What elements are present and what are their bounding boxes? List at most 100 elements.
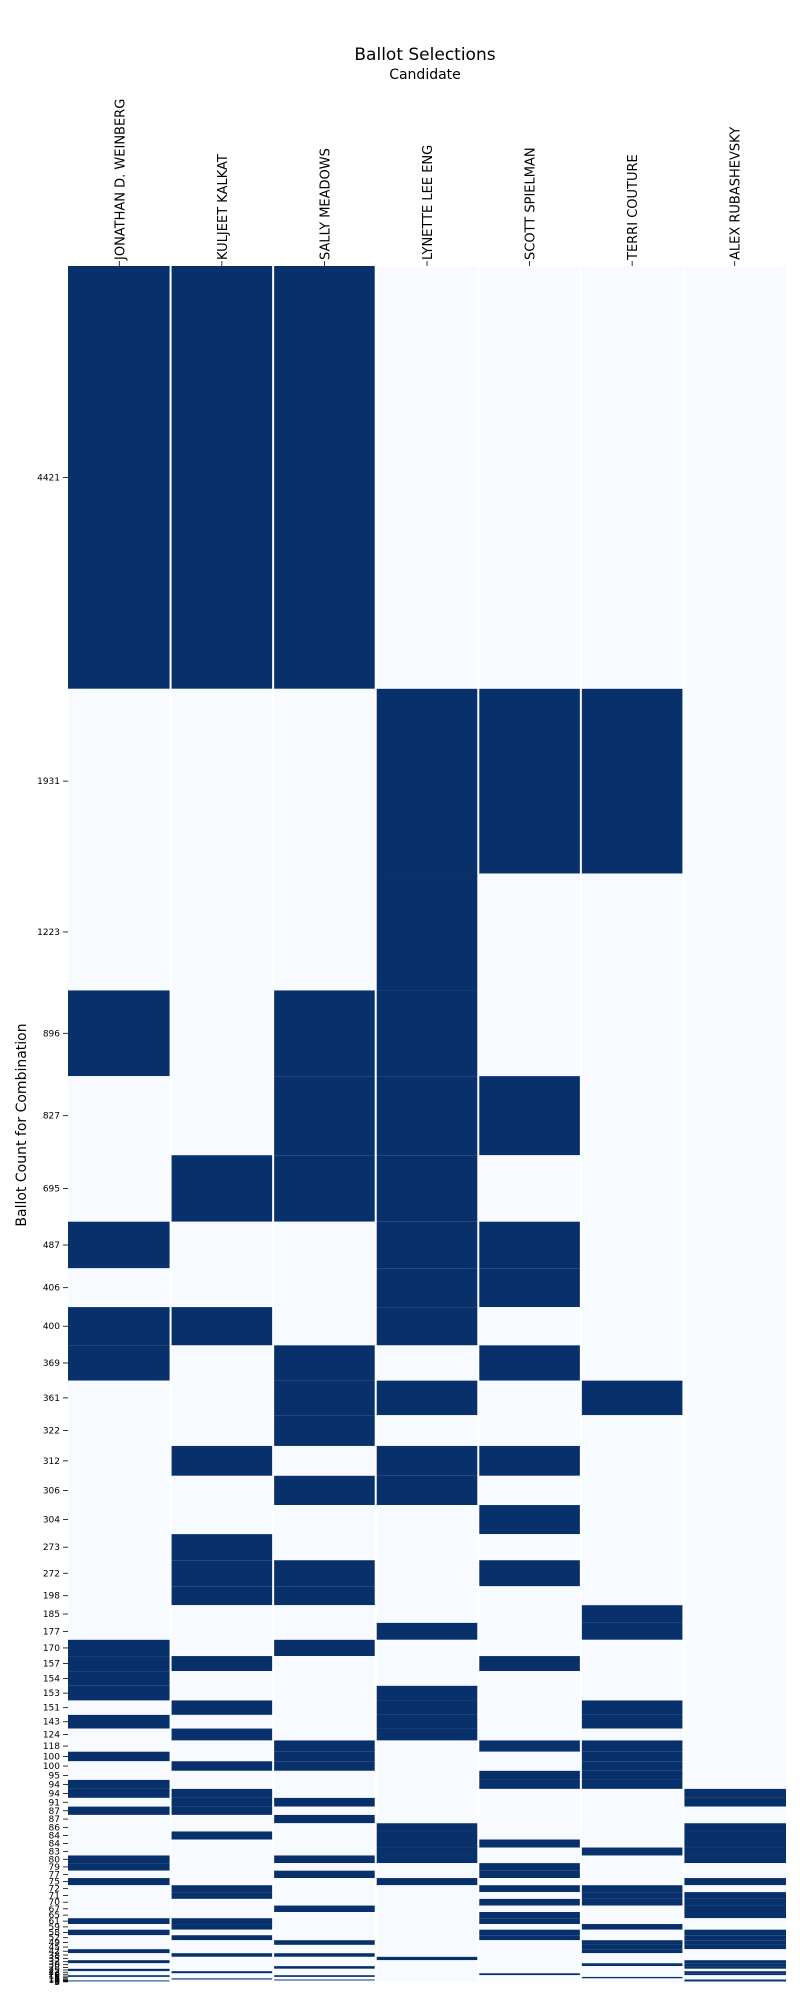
heatmap-cell bbox=[273, 1918, 376, 1925]
heatmap-cell bbox=[273, 1847, 376, 1856]
heatmap-cell bbox=[683, 1924, 786, 1930]
heatmap-cell bbox=[478, 1968, 581, 1972]
heatmap-cell bbox=[170, 1814, 274, 1824]
heatmap-cell bbox=[68, 1779, 171, 1789]
heatmap-cell bbox=[478, 1979, 581, 1981]
heatmap-cell bbox=[273, 1560, 376, 1587]
row-count-label: 5 bbox=[54, 1977, 60, 1987]
heatmap-cell bbox=[375, 1971, 479, 1974]
heatmap-cell bbox=[683, 1823, 786, 1832]
heatmap-cell bbox=[683, 1268, 786, 1308]
heatmap-cell bbox=[273, 1978, 376, 1980]
heatmap-cell bbox=[478, 1221, 581, 1269]
heatmap-cell bbox=[68, 1806, 171, 1815]
heatmap-cell bbox=[580, 266, 684, 689]
heatmap-cell bbox=[170, 1960, 274, 1964]
heatmap-cell bbox=[68, 1940, 171, 1945]
heatmap-cell bbox=[683, 1307, 786, 1346]
heatmap-cell bbox=[375, 1806, 479, 1815]
heatmap-cell bbox=[170, 1475, 274, 1506]
heatmap-cell bbox=[68, 1639, 171, 1657]
row-count-label: 361 bbox=[43, 1394, 60, 1404]
heatmap-cell bbox=[580, 1605, 684, 1623]
row-count-label: 32 bbox=[49, 1958, 60, 1968]
heatmap-cell bbox=[683, 1445, 786, 1476]
heatmap-cell bbox=[375, 1944, 479, 1950]
heatmap-cell bbox=[273, 1639, 376, 1657]
row-count-label: 400 bbox=[43, 1322, 60, 1332]
heatmap-cell bbox=[683, 1560, 786, 1587]
heatmap-cell bbox=[478, 1898, 581, 1906]
heatmap-cell bbox=[683, 688, 786, 874]
heatmap-cell bbox=[68, 1770, 171, 1780]
heatmap-cell bbox=[68, 1960, 171, 1964]
heatmap-cell bbox=[478, 1779, 581, 1789]
heatmap-cell bbox=[478, 1980, 581, 1982]
heatmap-cell bbox=[68, 1700, 171, 1715]
heatmap-cell bbox=[375, 1911, 479, 1919]
heatmap-cell bbox=[170, 1979, 274, 1981]
heatmap-cell bbox=[273, 1445, 376, 1476]
heatmap-cell bbox=[170, 1892, 274, 1899]
heatmap-cell bbox=[170, 1870, 274, 1879]
heatmap-cell bbox=[170, 1797, 274, 1807]
row-count-label: 52 bbox=[49, 1934, 60, 1944]
heatmap-cell bbox=[170, 1751, 274, 1762]
heatmap-cell bbox=[375, 1307, 479, 1346]
heatmap-cell bbox=[170, 990, 274, 1077]
heatmap-cell bbox=[683, 1076, 786, 1156]
heatmap-cell bbox=[683, 1700, 786, 1715]
heatmap-cell bbox=[580, 1814, 684, 1824]
heatmap-cell bbox=[375, 1415, 479, 1446]
heatmap-cell bbox=[683, 1415, 786, 1446]
heatmap-cell bbox=[580, 1761, 684, 1771]
heatmap-cell bbox=[273, 1878, 376, 1886]
heatmap-cell bbox=[580, 1445, 684, 1476]
row-count-label: 49 bbox=[49, 1939, 61, 1949]
heatmap-cell bbox=[683, 1980, 786, 1982]
row-count-label: 1931 bbox=[37, 777, 60, 787]
heatmap-cell bbox=[375, 1847, 479, 1856]
heatmap-cell bbox=[478, 1823, 581, 1832]
heatmap-cell bbox=[68, 266, 171, 689]
heatmap-cell bbox=[683, 1639, 786, 1657]
heatmap-cell bbox=[68, 1839, 171, 1848]
row-count-label: 151 bbox=[43, 1704, 60, 1714]
heatmap-cell bbox=[170, 1924, 274, 1930]
heatmap-cell bbox=[170, 1949, 274, 1954]
heatmap-cell bbox=[478, 1505, 581, 1535]
heatmap-cell bbox=[683, 1797, 786, 1807]
heatmap-cell bbox=[580, 1847, 684, 1856]
heatmap-cell bbox=[170, 1155, 274, 1222]
heatmap-cell bbox=[375, 1940, 479, 1945]
heatmap-cell bbox=[683, 990, 786, 1077]
heatmap-cell bbox=[170, 1380, 274, 1416]
heatmap-cell bbox=[478, 1918, 581, 1925]
heatmap-cell bbox=[580, 1978, 684, 1980]
row-count-label: 61 bbox=[49, 1917, 60, 1927]
heatmap-cell bbox=[375, 1445, 479, 1476]
heatmap-cell bbox=[683, 1944, 786, 1950]
heatmap-cell bbox=[580, 1155, 684, 1222]
heatmap-cell bbox=[478, 1605, 581, 1623]
heatmap-cell bbox=[478, 1956, 581, 1961]
heatmap-cell bbox=[580, 1714, 684, 1729]
heatmap-cell bbox=[478, 1685, 581, 1701]
heatmap-cell bbox=[580, 1475, 684, 1506]
heatmap-cell bbox=[375, 1221, 479, 1269]
heatmap-cell bbox=[683, 1806, 786, 1815]
row-count-label: 67 bbox=[49, 1905, 60, 1915]
heatmap-cell bbox=[273, 1505, 376, 1535]
heatmap-cell bbox=[478, 1076, 581, 1156]
heatmap-cell bbox=[478, 1639, 581, 1657]
heatmap-cell bbox=[170, 1905, 274, 1912]
heatmap-cell bbox=[68, 1929, 171, 1936]
heatmap-cell bbox=[68, 1656, 171, 1672]
heatmap-cell bbox=[68, 1268, 171, 1308]
row-count-label: 94 bbox=[49, 1780, 61, 1790]
heatmap-cell bbox=[273, 266, 376, 689]
heatmap-cell bbox=[273, 1761, 376, 1771]
heatmap-cell bbox=[580, 1307, 684, 1346]
row-count-label: 153 bbox=[43, 1689, 60, 1699]
row-count-label: 8 bbox=[54, 1977, 60, 1987]
